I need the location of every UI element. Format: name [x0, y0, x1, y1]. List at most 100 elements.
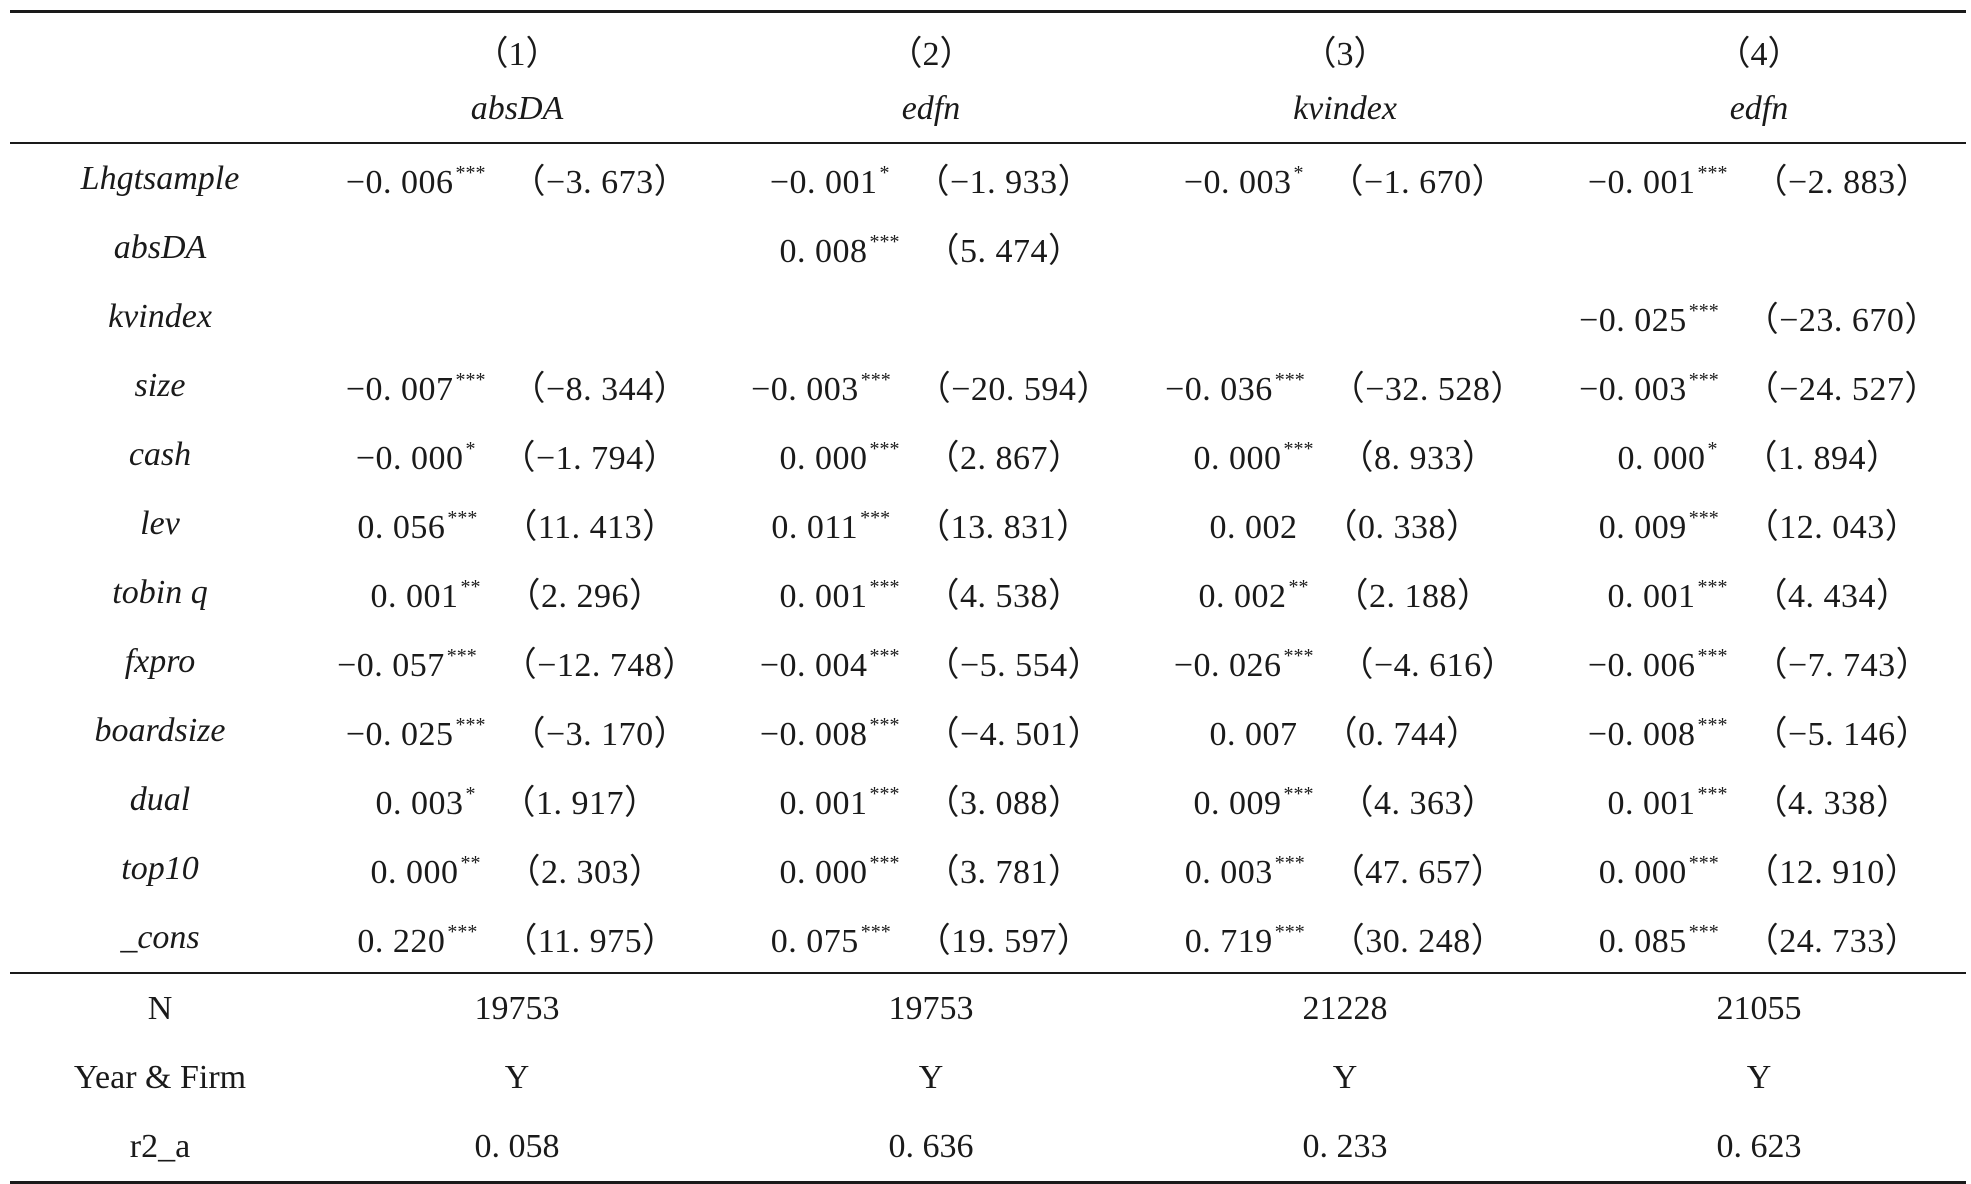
coefficient-cell: 0. 009 *** （12. 043）	[1552, 489, 1966, 558]
table-row: Lhgtsample −0. 006 *** （−3. 673） −0. 001 * （−1…	[10, 143, 1966, 213]
t-statistic: （0. 744）	[1323, 716, 1481, 753]
t-statistic: （−12. 748）	[502, 647, 697, 684]
significance-stars: ***	[869, 852, 900, 874]
significance-stars: ***	[860, 921, 891, 943]
dependent-variable: edfn	[1552, 75, 1966, 144]
variable-name: size	[134, 366, 186, 404]
significance-stars: *	[1293, 162, 1304, 184]
significance-stars: ***	[455, 369, 486, 391]
significance-stars: ***	[1697, 783, 1728, 805]
variable-name: tobin q	[112, 573, 208, 611]
t-statistic: （12. 910）	[1744, 854, 1920, 891]
significance-stars: *	[465, 438, 476, 460]
coefficient-value: −0. 057	[337, 647, 445, 684]
stat-value: 21228	[1302, 989, 1388, 1027]
column-number: （1）	[310, 10, 724, 75]
coefficient-value: 0. 719	[1184, 923, 1273, 960]
coefficient-cell: 0. 003 *** （47. 657）	[1138, 834, 1552, 903]
coefficient-cell: −0. 008 *** （−5. 146）	[1552, 696, 1966, 765]
coefficient-cell: −0. 036 *** （−32. 528）	[1138, 351, 1552, 420]
stat-value: 0. 233	[1138, 1112, 1552, 1184]
coefficient-cell	[310, 213, 724, 282]
coefficient-cell: 0. 000 *** （8. 933）	[1138, 420, 1552, 489]
significance-stars: ***	[455, 714, 486, 736]
significance-stars: ***	[1274, 852, 1305, 874]
significance-stars: ***	[446, 645, 477, 667]
coefficient-value: −0. 006	[345, 164, 454, 201]
t-statistic: （−4. 616）	[1339, 647, 1517, 684]
variable-name: _cons	[10, 903, 310, 974]
coefficient-cell: −0. 003 * （−1. 670）	[1138, 143, 1552, 213]
stat-label: N	[147, 989, 173, 1027]
stat-value: Y	[1332, 1058, 1358, 1096]
significance-stars: ***	[447, 507, 478, 529]
coefficient-cell: 0. 009 *** （4. 363）	[1138, 765, 1552, 834]
coefficient-cell: 0. 003 * （1. 917）	[310, 765, 724, 834]
t-statistic: （5. 474）	[925, 233, 1083, 270]
coefficient-cell	[310, 282, 724, 351]
t-statistic: （47. 657）	[1330, 854, 1506, 891]
header-empty-cell	[10, 10, 310, 75]
t-statistic: （−32. 528）	[1330, 371, 1525, 408]
coefficient-cell: 0. 000 *** （12. 910）	[1552, 834, 1966, 903]
stat-row: Year & Firm Y Y Y Y	[10, 1043, 1966, 1112]
t-statistic: （2. 303）	[506, 854, 664, 891]
t-statistic: （4. 434）	[1753, 578, 1911, 615]
t-statistic: （−3. 673）	[511, 164, 689, 201]
t-statistic: （0. 338）	[1323, 509, 1481, 546]
coefficient-value: 0. 009	[1193, 785, 1282, 822]
significance-stars: ***	[1274, 921, 1305, 943]
significance-stars: ***	[1688, 921, 1719, 943]
coefficient-value: 0. 075	[770, 923, 859, 960]
coefficient-value: −0. 025	[1579, 302, 1687, 339]
t-statistic: （−4. 501）	[925, 716, 1103, 753]
coefficient-cell: 0. 056 *** （11. 413）	[310, 489, 724, 558]
variable-name: Lhgtsample	[80, 159, 240, 197]
t-statistic: （−1. 670）	[1329, 164, 1507, 201]
coefficient-value: 0. 000	[1193, 440, 1282, 477]
coefficient-cell: 0. 011 *** （13. 831）	[724, 489, 1138, 558]
coefficient-value: 0. 001	[1607, 578, 1696, 615]
significance-stars: ***	[1283, 783, 1314, 805]
stat-value: 19753	[888, 989, 974, 1027]
table-row: absDA 0. 008 *** （5. 474）	[10, 213, 1966, 282]
coefficient-value: 0. 220	[357, 923, 446, 960]
significance-stars: ***	[860, 369, 891, 391]
variable-name: lev	[140, 504, 180, 542]
significance-stars: ***	[860, 507, 891, 529]
t-statistic: （−1. 933）	[915, 164, 1093, 201]
t-statistic: （−23. 670）	[1744, 302, 1939, 339]
coefficient-value: 0. 000	[779, 854, 868, 891]
coefficient-value: 0. 000	[779, 440, 868, 477]
coefficient-rows: Lhgtsample −0. 006 *** （−3. 673） −0. 001 * （−1…	[10, 143, 1966, 974]
significance-stars: ***	[1697, 645, 1728, 667]
coefficient-cell	[1138, 282, 1552, 351]
dependent-variable: edfn	[724, 75, 1138, 144]
table-row: size −0. 007 *** （−8. 344） −0. 003 *** （−20. 5…	[10, 351, 1966, 420]
coefficient-value: 0. 002	[1198, 578, 1287, 615]
t-statistic: （1. 894）	[1743, 440, 1901, 477]
column-number: （2）	[724, 10, 1138, 75]
coefficient-value: −0. 003	[1579, 371, 1687, 408]
coefficient-value: −0. 036	[1165, 371, 1273, 408]
coefficient-value: 0. 003	[375, 785, 464, 822]
coefficient-value: −0. 006	[1587, 647, 1696, 684]
column-number: （4）	[1552, 10, 1966, 75]
dependent-variable: absDA	[310, 75, 724, 144]
variable-name: cash	[128, 435, 192, 473]
table-row: kvindex −0. 025 *** （−23. 670）	[10, 282, 1966, 351]
coefficient-value: −0. 026	[1173, 647, 1282, 684]
coefficient-value: 0. 008	[779, 233, 868, 270]
t-statistic: （−3. 170）	[511, 716, 689, 753]
coefficient-cell: 0. 220 *** （11. 975）	[310, 903, 724, 974]
regression-table: （1） （2） （3） （4） absDA edfn kvindex edfn …	[10, 10, 1966, 1184]
stat-value: 0. 623	[1552, 1112, 1966, 1184]
coefficient-value: −0. 003	[1183, 164, 1292, 201]
stat-value: 0. 058	[310, 1112, 724, 1184]
t-statistic: （2. 296）	[506, 578, 664, 615]
table-header: （1） （2） （3） （4） absDA edfn kvindex edfn	[10, 10, 1966, 144]
t-statistic: （30. 248）	[1330, 923, 1506, 960]
coefficient-value: 0. 001	[779, 578, 868, 615]
variable-name: absDA	[113, 228, 207, 266]
t-statistic: （−1. 794）	[501, 440, 679, 477]
